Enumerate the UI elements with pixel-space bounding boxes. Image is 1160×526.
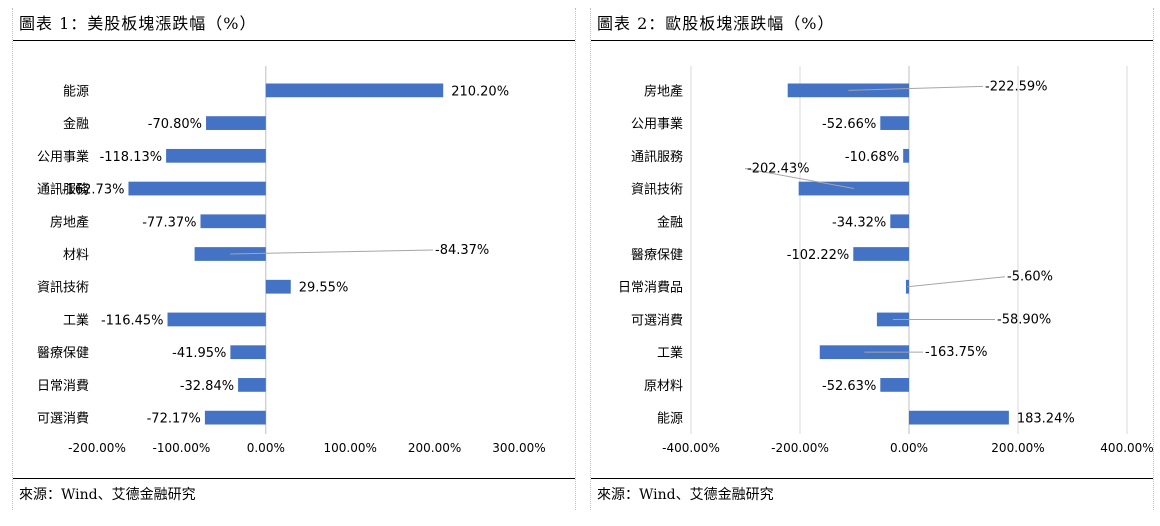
- value-label: -34.32%: [832, 215, 886, 230]
- bar: [204, 410, 266, 425]
- chart-panel-eu: 圖表 2：歐股板塊漲跌幅（%） 房地產 -222.59% 公用事業 -52.66% 通訊…: [590, 8, 1154, 510]
- source-note: 來源：Wind、艾德金融研究: [597, 487, 774, 503]
- category-label: 能源: [657, 412, 683, 427]
- x-tick-label: 200.00%: [991, 441, 1044, 455]
- leader-line: [744, 168, 854, 190]
- category-label: 房地產: [50, 214, 89, 230]
- value-label: 183.24%: [1017, 412, 1075, 427]
- value-label: -116.45%: [101, 313, 164, 328]
- bar: [166, 148, 266, 163]
- category-label: 通訊服務: [631, 150, 683, 165]
- x-tick-label: 400.00%: [1100, 441, 1153, 455]
- value-label: -70.80%: [148, 117, 202, 132]
- leader-line: [848, 85, 984, 91]
- category-label: 醫療保健: [631, 248, 683, 263]
- category-label: 工業: [63, 312, 89, 328]
- category-label: 日常消費: [37, 379, 89, 394]
- category-label: 資訊技術: [37, 281, 89, 296]
- category-label: 能源: [63, 84, 89, 99]
- chart-title: 圖表 2：歐股板塊漲跌幅（%）: [597, 14, 835, 33]
- x-tick-label: -200.00%: [68, 441, 126, 455]
- eu-sector-bar-chart: 房地產 -222.59% 公用事業 -52.66% 通訊服務 -10.68% 資訊技術 -20…: [618, 66, 1153, 455]
- title-divider: [591, 40, 1153, 41]
- value-label: 29.55%: [299, 281, 349, 296]
- x-tick-label: -200.00%: [771, 441, 829, 455]
- value-label: -163.75%: [925, 345, 988, 360]
- category-label: 公用事業: [631, 116, 683, 132]
- leader-line: [230, 249, 434, 255]
- chart-panel-us: 圖表 1：美股板塊漲跌幅（%） 能源 210.20% 金融 -70.80% 公用事業 -1…: [12, 8, 576, 510]
- source-divider: [591, 478, 1153, 479]
- value-label: -202.43%: [747, 162, 810, 177]
- x-tick-label: 0.00%: [247, 441, 285, 455]
- x-tick-label: 100.00%: [324, 441, 377, 455]
- category-label: 通訊服務: [37, 183, 89, 198]
- bar: [903, 148, 909, 163]
- value-label: -52.66%: [822, 117, 876, 132]
- value-label: -5.60%: [1007, 270, 1053, 285]
- value-label: -32.84%: [180, 379, 234, 394]
- value-label: -41.95%: [172, 346, 226, 361]
- chart-title: 圖表 1：美股板塊漲跌幅（%）: [19, 14, 257, 33]
- bar: [167, 312, 266, 327]
- value-label: 210.20%: [451, 84, 509, 99]
- category-label: 可選消費: [631, 313, 683, 328]
- value-label: -77.37%: [142, 215, 196, 230]
- category-label: 醫療保健: [37, 346, 89, 361]
- value-label: -10.68%: [845, 150, 899, 165]
- value-label: -118.13%: [100, 150, 163, 165]
- bar: [265, 83, 444, 98]
- category-label: 原材料: [644, 379, 683, 394]
- us-sector-bar-chart: 能源 210.20% 金融 -70.80% 公用事業 -118.13% 通訊服務-162.7…: [37, 66, 546, 455]
- bar: [880, 378, 909, 392]
- x-tick-label: 200.00%: [408, 441, 461, 455]
- x-tick-label: 300.00%: [492, 441, 545, 455]
- bar: [200, 214, 266, 229]
- value-label: -72.17%: [147, 412, 201, 427]
- value-label: -162.73%: [62, 183, 125, 198]
- source-note: 來源：Wind、艾德金融研究: [19, 487, 196, 503]
- x-tick-label: -400.00%: [662, 441, 720, 455]
- bar: [880, 116, 909, 130]
- x-tick-label: 0.00%: [890, 441, 928, 455]
- category-label: 金融: [657, 214, 683, 230]
- title-divider: [13, 40, 575, 41]
- bar: [909, 410, 1009, 425]
- category-label: 可選消費: [37, 412, 89, 427]
- category-label: 公用事業: [37, 149, 89, 165]
- value-label: -84.37%: [435, 243, 489, 258]
- category-label: 房地產: [644, 83, 683, 99]
- category-label: 工業: [657, 345, 683, 361]
- value-label: -58.90%: [997, 312, 1051, 327]
- x-tick-label: -100.00%: [153, 441, 211, 455]
- category-label: 金融: [63, 116, 89, 132]
- value-label: -52.63%: [822, 379, 876, 394]
- bar: [128, 181, 266, 196]
- category-label: 資訊技術: [631, 183, 683, 198]
- bar: [230, 345, 266, 360]
- bar: [238, 378, 266, 392]
- source-divider: [13, 478, 575, 479]
- bar: [265, 279, 291, 294]
- leader-line: [907, 276, 1006, 288]
- category-label: 材料: [63, 248, 89, 263]
- value-label: -222.59%: [985, 79, 1048, 94]
- bar: [853, 247, 909, 261]
- bar: [206, 116, 266, 130]
- value-label: -102.22%: [787, 248, 850, 263]
- category-label: 日常消費品: [618, 281, 683, 296]
- bar: [890, 214, 909, 229]
